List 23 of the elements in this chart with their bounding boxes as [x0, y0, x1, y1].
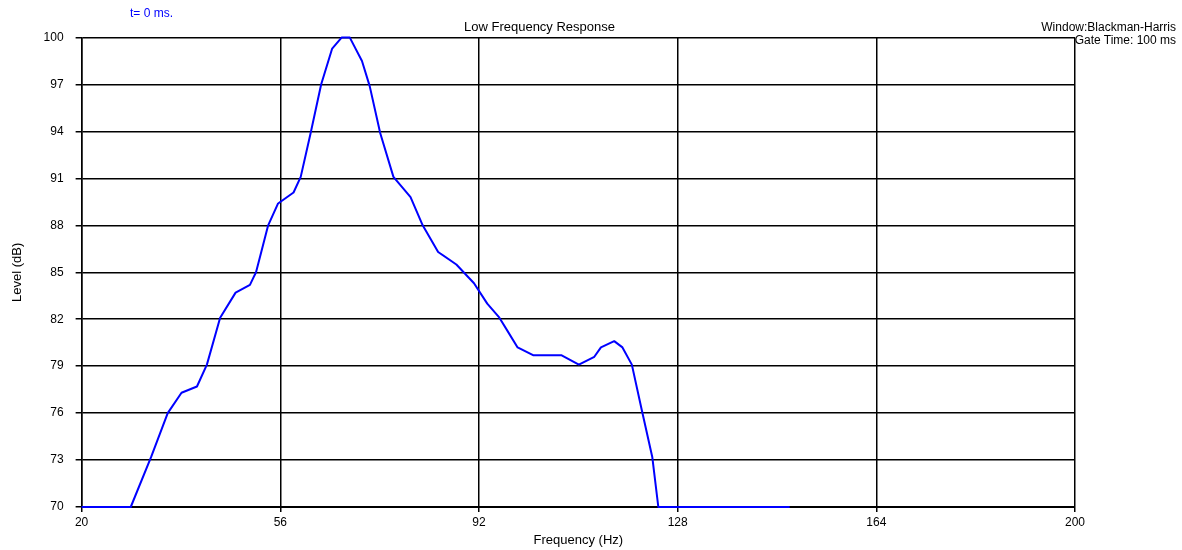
y-tick-label: 100	[43, 29, 64, 44]
x-axis-title: Frequency (Hz)	[533, 531, 624, 547]
x-tick-label: 56	[273, 514, 288, 529]
chart-title: Low Frequency Response	[463, 19, 616, 35]
text: Window:Blackman-Harris	[1041, 20, 1176, 35]
x-tick-label: 20	[74, 514, 89, 529]
y-axis-title: Level (dB)	[9, 242, 25, 302]
y-tick-label: 88	[50, 217, 64, 232]
annotation: Gate Time: 100 ms	[1074, 33, 1176, 48]
y-tick-label: 94	[50, 123, 64, 138]
x-tick-label: 92	[472, 514, 486, 529]
x-tick-label: 128	[667, 514, 688, 529]
y-tick-label: 79	[50, 358, 64, 373]
y-tick-label: 82	[50, 311, 64, 326]
text: t= 0 ms.	[130, 6, 174, 21]
y-tick-label: 85	[50, 264, 64, 279]
x-tick-label: 200	[1064, 514, 1086, 529]
y-tick-label: 70	[50, 499, 64, 514]
y-tick-label: 97	[50, 76, 64, 91]
y-tick-label: 76	[50, 405, 64, 420]
x-tick-label: 164	[866, 514, 887, 529]
y-tick-label: 73	[50, 452, 64, 467]
y-tick-label: 91	[50, 170, 64, 185]
